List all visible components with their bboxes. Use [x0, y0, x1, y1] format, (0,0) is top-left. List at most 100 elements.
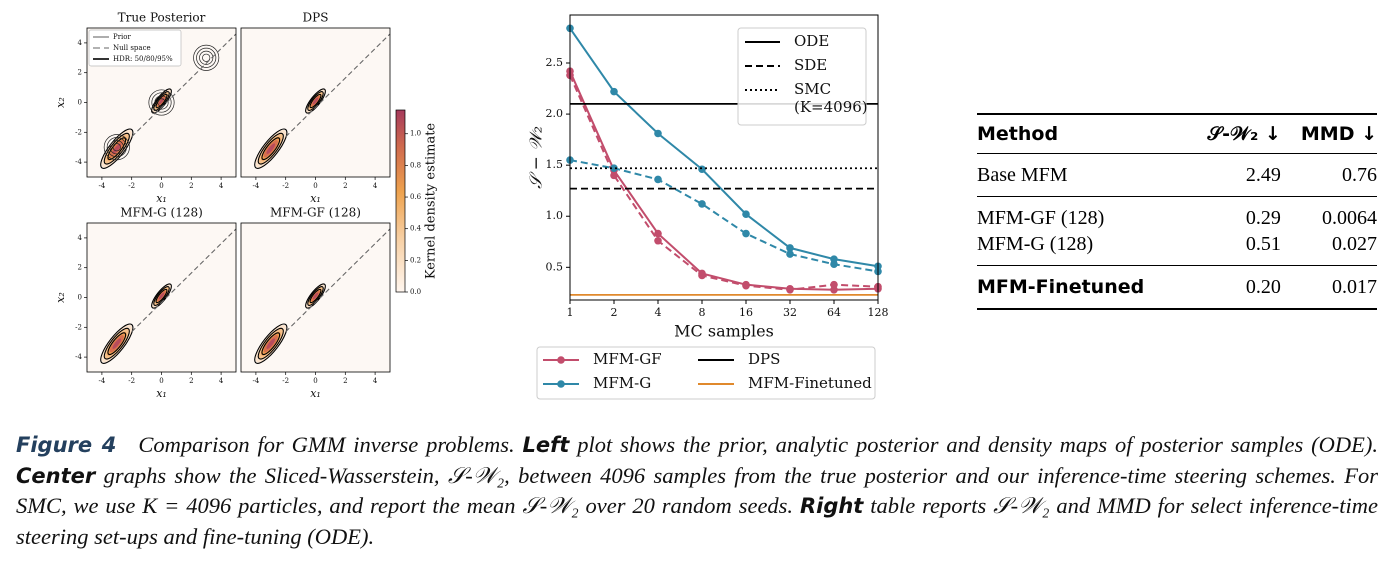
prior-contour: [103, 134, 130, 161]
caption: Figure 4 Comparison for GMM inverse probl…: [16, 430, 1378, 552]
density-fill: [312, 97, 319, 105]
hdr-contour: [254, 128, 288, 169]
series-legend-marker: [557, 356, 565, 364]
y-tick-label: 4: [78, 234, 83, 242]
x-tick-label: 0: [159, 182, 163, 190]
density-contours: [100, 33, 237, 169]
hdr-contour: [261, 332, 281, 356]
table-cell: MFM-GF (128): [977, 206, 1105, 229]
hdr-contour: [305, 283, 326, 309]
hdr-contour: [309, 93, 322, 109]
density-contours: [100, 228, 237, 364]
column-header: Method: [977, 123, 1059, 145]
caption-text: plot shows the prior, analytic posterior…: [569, 432, 1378, 457]
style-legend-label: SDE: [794, 56, 827, 74]
series-marker: [830, 280, 838, 289]
y-tick-label: -4: [75, 158, 82, 166]
figure: True Posterior -4 -2 0 2 4 -4 -2 0 2 4 x₁ x₂ Prior Nul…: [54, 11, 889, 401]
x-tick-label: -2: [282, 182, 289, 190]
series-marker: [830, 260, 838, 269]
series-marker: [786, 244, 794, 252]
series-marker: [698, 165, 706, 174]
series-legend-label: MFM-GF: [593, 350, 662, 368]
style-legend-note: (K=4096): [794, 98, 868, 116]
prior-contour: [151, 92, 172, 113]
density-contours: [254, 33, 391, 169]
series-marker: [742, 210, 750, 218]
x-tick-label: 128: [868, 306, 889, 319]
x-axis-label: x₁: [310, 192, 321, 205]
caption-text: table reports 𝒮-𝒲₂ and MMD for select in…: [16, 493, 1378, 549]
y-tick-label: 0: [78, 99, 82, 107]
hdr-contour: [305, 88, 326, 114]
series-marker: [654, 236, 662, 245]
series-marker: [610, 87, 618, 96]
colorbar: [395, 109, 406, 293]
hdr-contour: [153, 286, 170, 306]
prior-contour: [106, 137, 127, 158]
colorbar-tick-label: 1.0: [410, 130, 421, 138]
series-legend-label: MFM-Finetuned: [748, 374, 872, 392]
hdr-contour: [151, 283, 172, 309]
series-line: [569, 74, 879, 291]
x-tick-label: 32: [783, 306, 797, 319]
hdr-contour: [257, 327, 284, 360]
series-marker: [698, 200, 706, 208]
x-tick-label: 64: [827, 306, 841, 319]
panel-title: True Posterior: [118, 11, 206, 25]
caption-emphasis: Center: [16, 463, 96, 488]
density-fill: [112, 338, 122, 349]
prior-contour: [148, 89, 175, 116]
x-tick-label: 4: [655, 306, 662, 319]
hdr-contour: [100, 323, 134, 364]
y-tick-label: 2: [78, 69, 82, 77]
y-tick-label: 2.0: [546, 107, 564, 120]
x-tick-label: 8: [699, 306, 706, 319]
series-legend-label: DPS: [748, 350, 780, 368]
x-tick-label: -4: [98, 182, 105, 190]
prior-contour: [112, 143, 121, 152]
x-tick-label: -4: [252, 182, 259, 190]
x-tick-label: 2: [189, 377, 193, 385]
colorbar-tick-label: 0.6: [410, 193, 422, 201]
table-cell: 0.0064: [1322, 206, 1377, 229]
legend-label: HDR: 50/80/95%: [113, 55, 173, 63]
colorbar-tick-label: 0.8: [410, 161, 421, 169]
density-fill: [266, 143, 276, 154]
plot-frame: [569, 14, 879, 301]
density-fill: [112, 143, 122, 154]
y-tick-label: 1.5: [546, 158, 564, 171]
hdr-contour: [257, 132, 284, 165]
x-tick-label: -2: [128, 182, 135, 190]
x-tick-label: 1: [567, 306, 574, 319]
series-marker: [786, 250, 794, 258]
null-space-line: [285, 33, 391, 138]
legend-label: Prior: [113, 33, 132, 41]
y-axis-label: 𝒮 − 𝒲₂: [527, 126, 547, 189]
hdr-contour: [309, 288, 322, 304]
table-cell: 0.017: [1280, 265, 1377, 310]
x-tick-label: 0: [159, 377, 163, 385]
y-tick-label: 0.5: [546, 260, 564, 273]
y-tick-label: 1.0: [546, 209, 564, 222]
table-row: MFM-Finetuned 0.20 0.017: [977, 265, 1377, 310]
x-tick-label: 4: [373, 377, 378, 385]
caption-text: Comparison for GMM inverse problems.: [138, 432, 523, 457]
series-legend-label: MFM-G: [593, 374, 651, 392]
prior-contour: [157, 98, 166, 107]
caption-emphasis: Left: [522, 433, 570, 457]
series-marker: [610, 164, 618, 173]
series-marker: [786, 285, 794, 294]
table-cell: 0.20: [1188, 265, 1281, 310]
density-fill: [158, 292, 165, 300]
x-tick-label: 2: [343, 377, 347, 385]
prior-contour: [109, 140, 124, 155]
table-cell: 0.027: [1280, 231, 1377, 266]
x-axis-label: x₁: [310, 387, 321, 400]
table-row: Base MFM 2.49 0.76: [977, 153, 1377, 197]
table-cell: MFM-Finetuned: [977, 265, 1189, 310]
x-tick-label: 0: [313, 377, 317, 385]
y-tick-label: 2.5: [546, 56, 564, 69]
y-axis-label: x₂: [54, 292, 67, 303]
